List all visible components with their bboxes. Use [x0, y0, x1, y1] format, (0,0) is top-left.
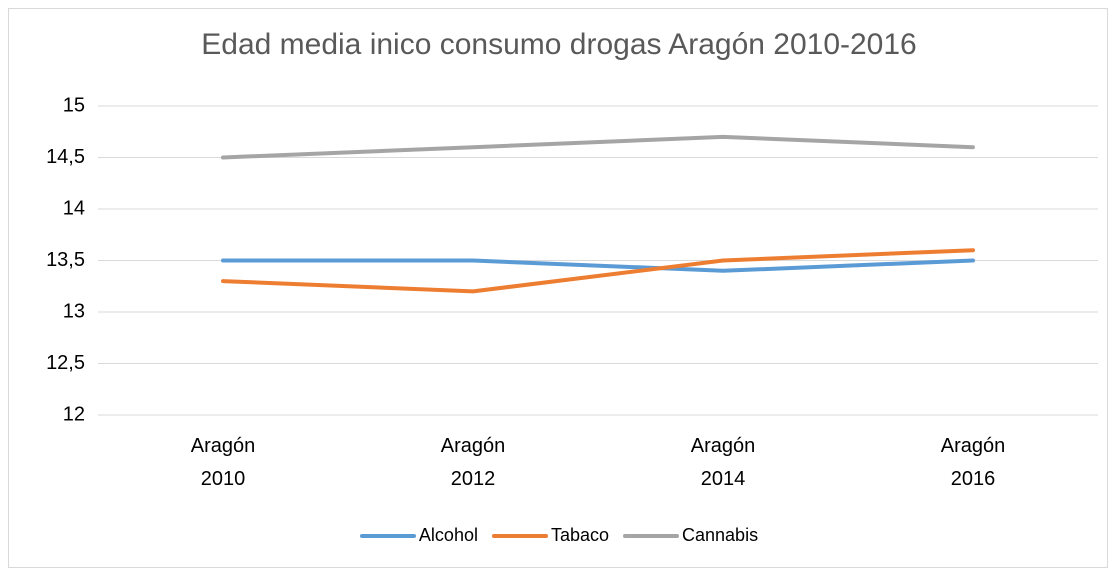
y-tick-label: 15	[63, 94, 85, 116]
legend-swatch	[491, 533, 548, 538]
y-tick-label: 13,5	[46, 249, 85, 271]
legend-label: Cannabis	[682, 525, 759, 545]
y-tick-label: 12	[63, 403, 85, 425]
y-tick-label: 14	[63, 197, 85, 219]
legend-swatch	[623, 533, 680, 538]
y-tick-label: 12,5	[46, 352, 85, 374]
legend-item: Cannabis	[623, 525, 758, 546]
chart-title: Edad media inico consumo drogas Aragón 2…	[201, 28, 917, 61]
legend-item: Tabaco	[491, 525, 610, 546]
x-tick-label: Aragón 2012	[440, 435, 506, 490]
x-tick-label: Aragón 2014	[690, 435, 756, 490]
x-tick-label: Aragón 2016	[940, 435, 1006, 490]
series-line	[221, 258, 975, 273]
y-tick-label: 14,5	[46, 146, 85, 168]
legend-swatch	[359, 533, 416, 538]
series-line	[221, 248, 975, 294]
legend-label: Tabaco	[550, 525, 610, 545]
legend: Alcohol Tabaco Cannabis	[0, 525, 1118, 546]
x-tick-label: Aragón 2010	[190, 435, 256, 490]
legend-label: Alcohol	[418, 525, 478, 545]
series-line	[221, 134, 975, 160]
chart-frame	[8, 8, 1108, 568]
legend-item: Alcohol	[359, 525, 478, 546]
y-tick-label: 13	[63, 300, 85, 322]
